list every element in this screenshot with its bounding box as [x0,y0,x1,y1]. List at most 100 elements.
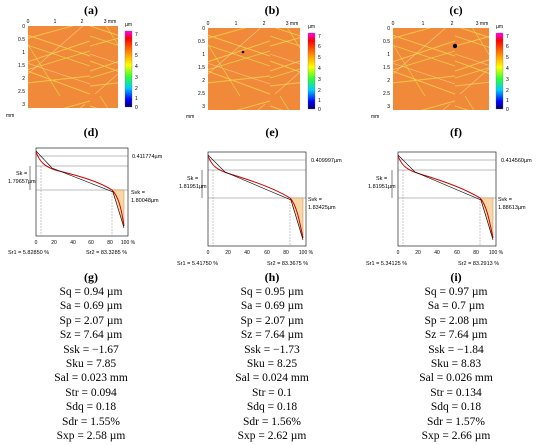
stat-line: Str = 0.134 [430,386,482,399]
top-value-e: 0.409997µm [311,158,342,164]
svk-label: Svk = [498,197,512,203]
stat-line: Sp = 2.07 µm [59,314,123,327]
svg-text:100 %: 100 % [299,250,314,256]
y-tick: 2 [202,78,205,84]
stat-line: Sa = 0.69 µm [59,300,123,313]
svk-value-e: 1.83425µm [308,205,336,211]
y-tick: 2 [22,76,25,82]
stat-line: Sku = 7.85 [65,358,117,371]
svg-text:20: 20 [51,240,57,246]
top-value-d: 0.411774µm [132,154,163,160]
sk-label: Sk = [16,171,27,177]
y-tick: 1.5 [383,65,390,71]
x-tick: 0 [392,21,395,27]
stat-line: Str = 0.094 [65,386,117,399]
x-tick: 3 mm [476,21,489,27]
svg-text:4: 4 [135,64,138,70]
y-tick: 2 [387,78,390,84]
svg-text:0: 0 [318,107,321,113]
x-tick: 2 [81,19,84,25]
x-tick: 3 mm [286,21,299,27]
y-tick: 0.5 [18,37,25,43]
colorbar-ticks: 7 6 5 4 3 2 1 0 [135,32,138,111]
panel-label-b: (b) [264,3,280,17]
svg-text:20: 20 [225,250,231,256]
y-unit: mm [186,114,194,120]
panel-label-i: (i) [450,270,462,284]
svg-text:60: 60 [454,250,460,256]
svg-text:6: 6 [135,42,138,48]
colorbar-unit: µm [308,24,315,30]
sk-label: Sk = [376,176,387,182]
svg-text:80: 80 [107,240,113,246]
svg-text:2: 2 [318,88,321,94]
sr1-f: Sr1 = 5.34125 % [366,261,407,267]
stat-line: Ssk = −1.84 [428,343,484,356]
y-tick: 3 [387,104,390,110]
svg-text:3: 3 [318,77,321,83]
svk-label: Svk = [308,197,322,203]
x-tick: 1 [235,21,238,27]
stat-line: Sz = 7.64 µm [59,329,123,342]
bearing-curve-e: Sk = 1.81951µm 0.409997µm Svk = 1.83425µ… [177,151,342,267]
sk-value-f: 1.81951µm [368,184,396,190]
stats-g: Sq = 0.94 µm Sa = 0.69 µm Sp = 2.07 µm S… [16,285,166,443]
svg-text:20: 20 [415,250,421,256]
stat-line: Sdq = 0.18 [246,401,298,414]
sr1-d: Sr1 = 5.82850 % [8,250,49,256]
stat-line: Sq = 0.97 µm [424,286,488,298]
svg-text:40: 40 [244,250,250,256]
stat-line: Sku = 8.25 [246,358,298,371]
svg-text:60: 60 [264,250,270,256]
y-tick: 1 [387,52,390,58]
stat-line: Sdq = 0.18 [430,401,482,414]
stat-line: Ssk = −1.73 [244,343,300,356]
stat-line: Sxp = 2.62 µm [237,430,307,443]
panel-label-f: (f) [450,125,462,139]
panel-label-c: (c) [449,3,463,17]
y-tick: 1 [22,50,25,56]
svg-text:80: 80 [473,250,479,256]
stat-line: Ssk = −1.67 [63,343,119,356]
sr2-e: Sr2 = 83.3675 % [267,261,308,267]
y-tick: 0 [202,26,205,32]
x-tick: 3 mm [104,19,117,25]
bearing-curve-d: Sk = 1.79657µm 0.411774µm Svk = 1.80048µ… [8,147,163,256]
svg-text:100 %: 100 % [489,250,504,256]
stat-line: Sdq = 0.18 [65,401,117,414]
x-tick: 0 [207,21,210,27]
sr2-f: Sr2 = 83.2913 % [458,261,499,267]
bearing-curve-f: Sk = 1.81951µm 0.414560µm Svk = 1.88613µ… [366,151,532,267]
colorbar-unit: µm [496,24,503,30]
svg-text:5: 5 [506,55,509,61]
svg-text:0: 0 [506,107,509,113]
svg-text:3: 3 [135,75,138,81]
stat-line: Sal = 0.026 mm [419,372,493,385]
x-ticks: 0 20 40 60 80 100 % [35,240,136,246]
svg-text:40: 40 [70,240,76,246]
colorbar-unit: µm [125,22,132,28]
x-tick: 1 [422,21,425,27]
stat-line: Sdr = 1.57% [427,415,485,428]
x-ticks: 0 20 40 60 80 100 % [207,250,314,256]
stat-line: Sal = 0.024 mm [235,372,309,385]
x-tick: 0 [27,19,30,25]
svg-text:80: 80 [283,250,289,256]
svk-value-d: 1.80048µm [131,198,159,204]
stat-line: Sxp = 2.66 µm [421,430,491,443]
svg-text:7: 7 [135,32,138,38]
x-tick: 1 [54,19,57,25]
y-tick: 2.5 [18,89,25,95]
svg-text:3: 3 [506,77,509,83]
stat-line: Sp = 2.07 µm [240,314,304,327]
height-map-a: 0 1 2 3 mm 0 0.5 1 1.5 2 2.5 3 mm µm 7 6… [6,19,138,119]
svg-text:0: 0 [207,250,210,256]
stat-line: Sa = 0.69 µm [240,300,304,313]
svk-label: Svk = [131,190,145,196]
svg-text:5: 5 [318,55,321,61]
y-tick: 2.5 [383,91,390,97]
stat-line: Sp = 2.08 µm [424,314,488,327]
svg-text:7: 7 [506,34,509,40]
x-tick: 2 [451,21,454,27]
svg-text:60: 60 [88,240,94,246]
